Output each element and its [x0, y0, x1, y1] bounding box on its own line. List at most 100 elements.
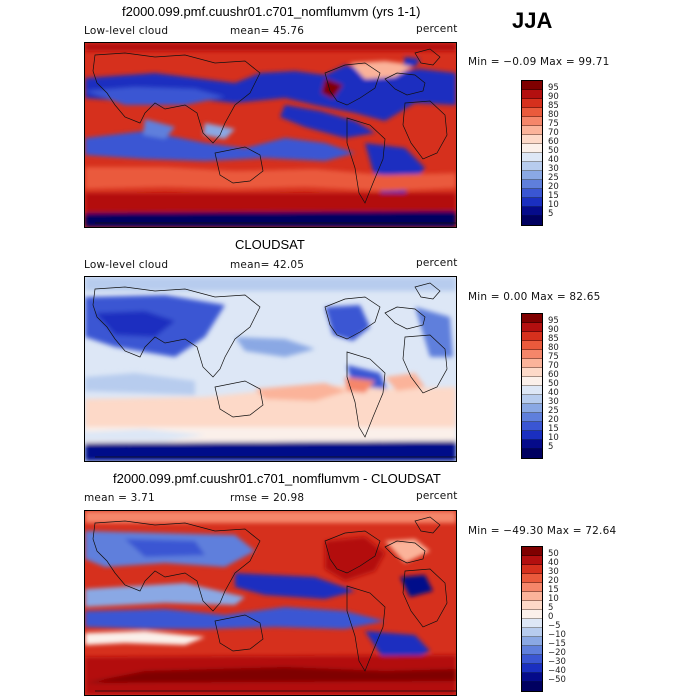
colorbar-swatch: [522, 135, 542, 144]
colorbar-swatch: [522, 341, 542, 350]
colorbar-tick-label: 40: [548, 155, 559, 165]
colorbar-tick-label: −15: [548, 639, 566, 649]
panel1-title: f2000.099.pmf.cuushr01.c701_nomflumvm (y…: [122, 4, 421, 19]
colorbar-swatch: [522, 619, 542, 628]
panel2-right-label: percent: [416, 257, 458, 269]
colorbar-swatch: [522, 368, 542, 377]
colorbar-tick-label: 10: [548, 594, 559, 604]
colorbar-swatch: [522, 440, 542, 449]
panel3-right-label: percent: [416, 490, 458, 502]
panel2-minmax: Min = 0.00 Max = 82.65: [468, 291, 601, 303]
colorbar-swatch: [522, 682, 542, 691]
colorbar-swatch: [522, 565, 542, 574]
colorbar-tick-label: 85: [548, 101, 559, 111]
colorbar-swatch: [522, 413, 542, 422]
colorbar-swatch: [522, 377, 542, 386]
panel2-colorbar: [521, 313, 543, 459]
colorbar-tick-label: 30: [548, 397, 559, 407]
panel3-colorbar-labels: 50 40 30 20 15 10 5 0 −5 −10 −15 −20 −30 −40 −50: [548, 546, 578, 692]
colorbar-swatch: [522, 108, 542, 117]
colorbar-swatch: [522, 637, 542, 646]
colorbar-tick-label: 60: [548, 370, 559, 380]
colorbar-swatch: [522, 162, 542, 171]
colorbar-swatch: [522, 628, 542, 637]
colorbar-tick-label: 50: [548, 146, 559, 156]
colorbar-swatch: [522, 153, 542, 162]
colorbar-tick-label: 20: [548, 415, 559, 425]
panel1-center-label: mean= 45.76: [230, 25, 305, 37]
colorbar-tick-label: 70: [548, 361, 559, 371]
colorbar-swatch: [522, 189, 542, 198]
colorbar-swatch: [522, 81, 542, 90]
colorbar-tick-label: 80: [548, 110, 559, 120]
colorbar-swatch: [522, 171, 542, 180]
colorbar-swatch: [522, 449, 542, 458]
colorbar-swatch: [522, 198, 542, 207]
colorbar-swatch: [522, 664, 542, 673]
colorbar-swatch: [522, 314, 542, 323]
colorbar-tick-label: 20: [548, 576, 559, 586]
colorbar-tick-label: −40: [548, 666, 566, 676]
colorbar-swatch: [522, 583, 542, 592]
colorbar-swatch: [522, 323, 542, 332]
panel3-minmax: Min = −49.30 Max = 72.64: [468, 525, 617, 537]
colorbar-swatch: [522, 126, 542, 135]
colorbar-tick-label: 30: [548, 164, 559, 174]
colorbar-tick-label: 15: [548, 191, 559, 201]
colorbar-swatch: [522, 404, 542, 413]
panel3-title: f2000.099.pmf.cuushr01.c701_nomflumvm - …: [113, 471, 441, 486]
colorbar-swatch: [522, 144, 542, 153]
panel2-cloudsat-map: [84, 276, 457, 462]
panel3-center-label: rmse = 20.98: [230, 492, 305, 504]
panel2-left-label: Low-level cloud: [84, 259, 169, 271]
panel3-colorbar: [521, 546, 543, 692]
colorbar-swatch: [522, 673, 542, 682]
colorbar-swatch: [522, 207, 542, 216]
panel1-colorbar-labels: 95 90 85 80 75 70 60 50 40 30 25 20 15 10 5: [548, 80, 578, 226]
colorbar-swatch: [522, 216, 542, 225]
colorbar-swatch: [522, 359, 542, 368]
season-label: JJA: [512, 8, 553, 33]
panel1-minmax: Min = −0.09 Max = 99.71: [468, 56, 610, 68]
colorbar-tick-label: 75: [548, 119, 559, 129]
colorbar-swatch: [522, 90, 542, 99]
colorbar-tick-label: 5: [548, 209, 554, 219]
colorbar-swatch: [522, 431, 542, 440]
colorbar-tick-label: 5: [548, 603, 554, 613]
colorbar-tick-label: 70: [548, 128, 559, 138]
colorbar-tick-label: −10: [548, 630, 566, 640]
colorbar-tick-label: 25: [548, 406, 559, 416]
colorbar-tick-label: 20: [548, 182, 559, 192]
colorbar-tick-label: 10: [548, 433, 559, 443]
colorbar-swatch: [522, 180, 542, 189]
colorbar-swatch: [522, 117, 542, 126]
colorbar-swatch: [522, 592, 542, 601]
colorbar-tick-label: 50: [548, 379, 559, 389]
colorbar-tick-label: 90: [548, 325, 559, 335]
colorbar-tick-label: 15: [548, 585, 559, 595]
panel1-colorbar: [521, 80, 543, 226]
colorbar-tick-label: 60: [548, 137, 559, 147]
panel2-title: CLOUDSAT: [235, 237, 305, 252]
colorbar-swatch: [522, 547, 542, 556]
panel1-left-label: Low-level cloud: [84, 25, 169, 37]
colorbar-tick-label: 75: [548, 352, 559, 362]
colorbar-swatch: [522, 332, 542, 341]
colorbar-tick-label: 50: [548, 549, 559, 559]
colorbar-swatch: [522, 99, 542, 108]
colorbar-tick-label: 90: [548, 92, 559, 102]
panel2-center-label: mean= 42.05: [230, 259, 305, 271]
colorbar-tick-label: 0: [548, 612, 554, 622]
colorbar-swatch: [522, 610, 542, 619]
panel1-model-map: [84, 42, 457, 228]
colorbar-tick-label: −50: [548, 675, 566, 685]
colorbar-tick-label: 25: [548, 173, 559, 183]
colorbar-tick-label: 10: [548, 200, 559, 210]
colorbar-tick-label: −5: [548, 621, 561, 631]
colorbar-swatch: [522, 422, 542, 431]
colorbar-swatch: [522, 601, 542, 610]
colorbar-tick-label: 95: [548, 316, 559, 326]
colorbar-tick-label: 85: [548, 334, 559, 344]
panel1-right-label: percent: [416, 23, 458, 35]
colorbar-tick-label: 95: [548, 83, 559, 93]
